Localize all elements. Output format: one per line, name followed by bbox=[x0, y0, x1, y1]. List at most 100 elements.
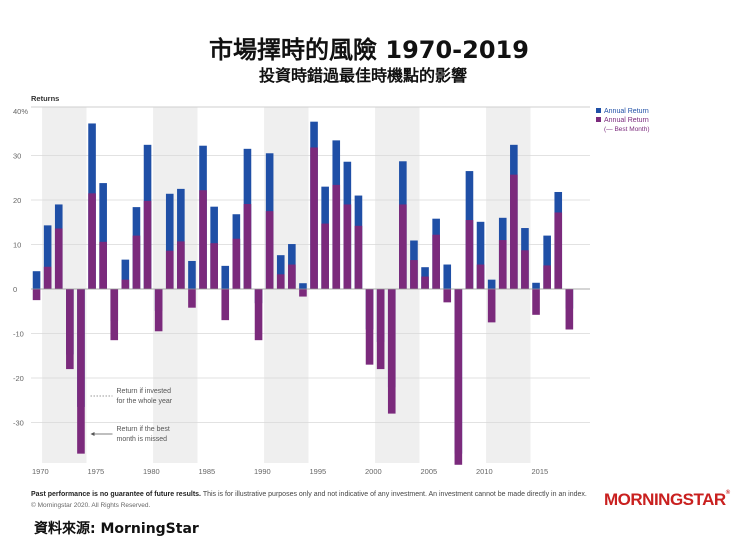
bar-missed-best-month bbox=[321, 223, 329, 289]
bar-missed-best-month bbox=[332, 184, 341, 289]
annotation-missed-line1: Return if the best bbox=[117, 426, 170, 433]
bar-missed-best-month bbox=[99, 241, 107, 289]
y-axis-title: Returns bbox=[31, 94, 59, 103]
bar-missed-best-month bbox=[365, 289, 374, 365]
bar-missed-best-month bbox=[54, 228, 63, 289]
bar-missed-best-month bbox=[343, 204, 352, 289]
bar-missed-best-month bbox=[532, 289, 540, 315]
x-tick-label: 2000 bbox=[365, 467, 382, 476]
bar-missed-best-month bbox=[77, 289, 85, 454]
y-tick-label: 30 bbox=[13, 152, 21, 161]
bar-missed-best-month bbox=[510, 174, 518, 289]
bar-missed-best-month bbox=[299, 289, 307, 297]
bar-missed-best-month bbox=[110, 289, 119, 341]
y-tick-label: 0 bbox=[13, 285, 17, 294]
bar-missed-best-month bbox=[354, 225, 363, 289]
bar-annual-return bbox=[121, 259, 130, 289]
x-tick-label: 1990 bbox=[254, 467, 271, 476]
bar-annual-return bbox=[276, 255, 285, 289]
x-tick-label: 1985 bbox=[199, 467, 216, 476]
bar-missed-best-month bbox=[376, 289, 385, 370]
bar-annual-return bbox=[32, 271, 41, 289]
bar-missed-best-month bbox=[243, 204, 252, 289]
disclaimer: Past performance is no guarantee of futu… bbox=[31, 491, 587, 498]
y-tick-label: 40% bbox=[13, 107, 28, 116]
bar-missed-best-month bbox=[387, 289, 396, 414]
bar-missed-best-month bbox=[221, 289, 230, 321]
bar-missed-best-month bbox=[177, 241, 185, 289]
bar-missed-best-month bbox=[421, 276, 429, 289]
bar-missed-best-month bbox=[465, 220, 474, 289]
x-tick-label: 1975 bbox=[88, 467, 105, 476]
x-tick-label: 1980 bbox=[143, 467, 160, 476]
bar-missed-best-month bbox=[132, 235, 141, 289]
bar-annual-return bbox=[43, 225, 52, 289]
page-title: 市場擇時的風險 1970-2019 bbox=[209, 36, 529, 64]
bar-missed-best-month bbox=[254, 289, 263, 341]
bar-missed-best-month bbox=[265, 211, 274, 289]
bar-missed-best-month bbox=[288, 264, 296, 289]
bar-annual-return bbox=[165, 193, 174, 289]
x-tick-label: 1995 bbox=[310, 467, 327, 476]
page-subtitle: 投資時錯過最佳時機點的影響 bbox=[258, 66, 467, 85]
annotation-whole-year-line1: Return if invested bbox=[117, 388, 172, 395]
bar-missed-best-month bbox=[32, 289, 41, 301]
bar-missed-best-month bbox=[498, 240, 507, 289]
bar-missed-best-month bbox=[165, 250, 174, 289]
disclaimer-rest: This is for illustrative purposes only a… bbox=[201, 491, 587, 498]
bar-annual-return bbox=[487, 279, 496, 289]
bar-missed-best-month bbox=[66, 289, 74, 370]
bar-missed-best-month bbox=[565, 289, 574, 330]
bar-missed-best-month bbox=[210, 243, 218, 289]
bar-annual-return bbox=[476, 221, 485, 289]
bar-annual-return bbox=[177, 188, 185, 289]
bar-missed-best-month bbox=[188, 289, 196, 308]
x-tick-label: 2005 bbox=[421, 467, 438, 476]
bar-missed-best-month bbox=[276, 274, 285, 289]
bar-missed-best-month bbox=[476, 264, 485, 289]
logo-registered-mark: ® bbox=[725, 490, 730, 496]
bar-missed-best-month bbox=[154, 289, 163, 332]
bar-missed-best-month bbox=[521, 250, 529, 289]
bar-annual-return bbox=[299, 283, 307, 289]
bar-missed-best-month bbox=[88, 193, 96, 289]
bar-missed-best-month bbox=[310, 147, 318, 289]
bar-missed-best-month bbox=[43, 266, 52, 289]
bar-annual-return bbox=[188, 260, 196, 289]
disclaimer-bold: Past performance is no guarantee of futu… bbox=[31, 491, 201, 498]
bar-annual-return bbox=[543, 235, 551, 289]
bar-missed-best-month bbox=[143, 200, 152, 289]
source-label: 資料來源: MorningStar bbox=[34, 521, 199, 537]
legend-label-missed-note: (— Best Month) bbox=[604, 126, 650, 133]
y-tick-label: 10 bbox=[13, 241, 21, 250]
logo-text: MORNINGSTAR bbox=[604, 490, 726, 509]
legend-swatch-missed bbox=[596, 117, 601, 122]
annotation-missed-line2: month is missed bbox=[117, 436, 168, 443]
legend-label-missed: Annual Return bbox=[604, 117, 649, 124]
morningstar-logo: MORNINGSTAR® bbox=[604, 490, 730, 510]
bar-missed-best-month bbox=[454, 289, 463, 465]
copyright: © Morningstar 2020. All Rights Reserved. bbox=[31, 502, 151, 509]
legend-label-annual: Annual Return bbox=[604, 108, 649, 115]
bar-missed-best-month bbox=[199, 190, 207, 289]
bar-missed-best-month bbox=[443, 289, 452, 303]
x-tick-label: 2010 bbox=[476, 467, 493, 476]
y-tick-label: -10 bbox=[13, 330, 24, 339]
bar-annual-return bbox=[99, 183, 107, 289]
x-tick-label: 2015 bbox=[532, 467, 549, 476]
bar-annual-return bbox=[532, 282, 540, 289]
bar-missed-best-month bbox=[432, 234, 440, 289]
bar-missed-best-month bbox=[543, 265, 551, 289]
bar-annual-return bbox=[221, 265, 230, 289]
y-tick-label: -30 bbox=[13, 419, 24, 428]
bar-missed-best-month bbox=[410, 260, 418, 289]
bar-missed-best-month bbox=[554, 212, 563, 289]
annotation-whole-year-line2: for the whole year bbox=[117, 398, 173, 405]
bar-missed-best-month bbox=[232, 238, 241, 289]
bar-annual-return bbox=[443, 264, 452, 289]
y-tick-label: 20 bbox=[13, 196, 21, 205]
y-tick-label: -20 bbox=[13, 374, 24, 383]
bar-missed-best-month bbox=[121, 279, 130, 289]
bar-missed-best-month bbox=[487, 289, 496, 323]
